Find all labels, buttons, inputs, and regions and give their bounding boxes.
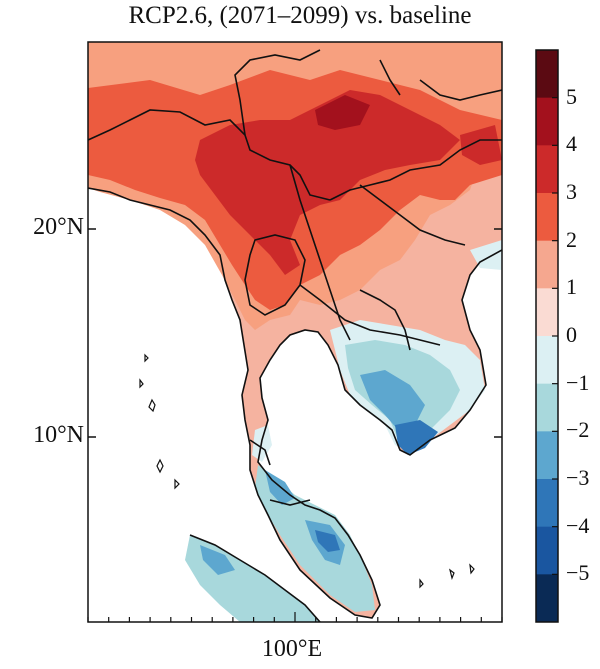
anomaly-field	[88, 42, 502, 622]
colorbar-segment	[536, 288, 558, 337]
colorbar-segment	[536, 97, 558, 146]
colorbar-label: −5	[566, 560, 590, 586]
colorbar-segment	[536, 574, 558, 623]
lon-label-100e: 100°E	[261, 636, 323, 662]
colorbar-frame	[535, 49, 559, 623]
colorbar-label: 1	[566, 274, 577, 300]
colorbar	[536, 50, 558, 623]
lat-label-20n: 20°N	[33, 214, 84, 240]
colorbar-segment	[536, 336, 558, 385]
colorbar-segment	[536, 50, 558, 99]
lat-ticks	[88, 228, 502, 438]
colorbar-segment	[536, 193, 558, 242]
colorbar-label: −3	[566, 465, 590, 490]
islands	[139, 353, 475, 589]
colorbar-label: 2	[566, 226, 577, 252]
colorbar-segment	[536, 145, 558, 194]
colorbar-label: 5	[566, 83, 577, 109]
colorbar-label: 0	[566, 322, 577, 347]
colorbar-label: 4	[566, 131, 577, 157]
colorbar-segment	[536, 526, 558, 575]
colorbar-segment	[536, 479, 558, 528]
colorbar-segment	[536, 431, 558, 480]
colorbar-segment	[536, 383, 558, 432]
lat-label-10n: 10°N	[33, 422, 84, 448]
colorbar-segment	[536, 240, 558, 289]
colorbar-label: −4	[566, 512, 590, 538]
colorbar-label: 3	[566, 179, 577, 204]
lon-ticks	[87, 612, 503, 622]
colorbar-label: −1	[566, 369, 590, 395]
map-title: RCP2.6, (2071–2099) vs. baseline	[128, 2, 472, 29]
borders	[88, 49, 502, 622]
colorbar-label: −2	[566, 417, 590, 443]
